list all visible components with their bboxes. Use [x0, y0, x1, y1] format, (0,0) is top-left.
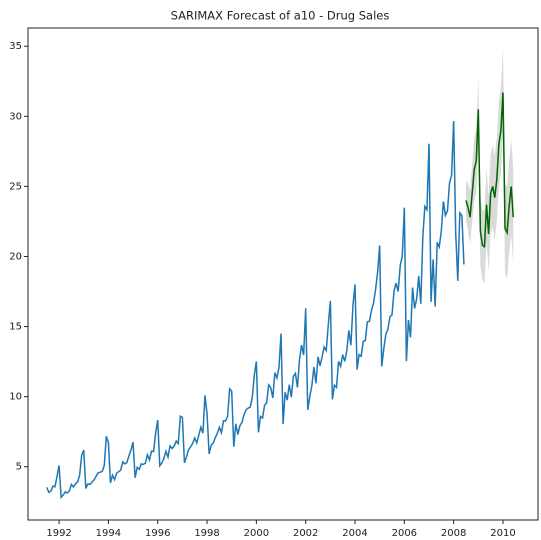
x-tick-label: 1998: [194, 528, 219, 539]
plot-frame: [27, 27, 539, 521]
x-tick-label: 2006: [392, 528, 417, 539]
x-tick-label: 1996: [145, 528, 170, 539]
y-tick-label: 35: [9, 41, 22, 52]
x-tick-label: 2002: [293, 528, 318, 539]
y-tick-label: 5: [16, 462, 22, 473]
y-tick-label: 30: [9, 111, 22, 122]
confidence-band: [465, 47, 514, 284]
y-tick-label: 25: [9, 181, 22, 192]
x-tick-label: 1994: [96, 528, 121, 539]
y-tick-label: 15: [9, 322, 22, 333]
x-tick-label: 2004: [342, 528, 367, 539]
series-line: [465, 92, 515, 249]
x-tick-label: 2010: [490, 528, 515, 539]
y-tick-label: 20: [9, 251, 22, 262]
y-tick-label: 10: [9, 392, 22, 403]
series-line: [46, 120, 465, 500]
chart-title: SARIMAX Forecast of a10 - Drug Sales: [171, 9, 390, 23]
x-tick-label: 1992: [46, 528, 71, 539]
x-tick-label: 2000: [244, 528, 269, 539]
x-tick-label: 2008: [441, 528, 466, 539]
